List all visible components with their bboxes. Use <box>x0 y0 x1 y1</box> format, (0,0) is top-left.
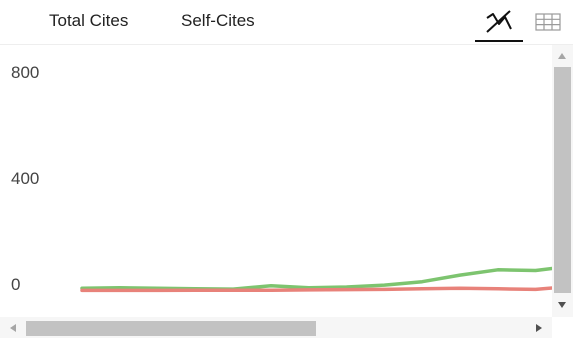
chart-plot-area: 0 400 800 1999 2001 2003 2005 2007 2009 2011 <box>0 45 552 317</box>
chart-view-button[interactable] <box>475 4 523 42</box>
legend-total-cites[interactable]: Total Cites <box>49 11 129 30</box>
x-tick-label: 2003 <box>214 314 252 317</box>
x-tick-label: 2009 <box>441 314 479 317</box>
vertical-scrollbar[interactable] <box>552 45 573 317</box>
scroll-down-arrow-icon[interactable] <box>558 302 566 308</box>
scroll-up-arrow-icon[interactable] <box>558 53 566 59</box>
legend-self-cites[interactable]: Self-Cites <box>181 11 255 30</box>
series-line-total-cites[interactable] <box>80 266 552 291</box>
y-tick-label: 800 <box>11 63 39 82</box>
scroll-right-arrow-icon[interactable] <box>536 324 542 332</box>
x-tick-label: 2005 <box>290 314 328 317</box>
scrollbar-corner <box>552 317 573 338</box>
chart-header: Total Cites Self-Cites <box>0 0 573 45</box>
vertical-scroll-thumb[interactable] <box>554 67 571 293</box>
x-tick-label: 1999 <box>63 314 101 317</box>
series-line-self-cites[interactable] <box>80 286 552 293</box>
horizontal-scrollbar[interactable] <box>0 317 552 338</box>
y-tick-label: 0 <box>11 275 20 294</box>
horizontal-scroll-thumb[interactable] <box>26 321 316 336</box>
table-grid-icon <box>535 13 561 31</box>
x-tick-label: 2007 <box>365 314 403 317</box>
scroll-left-arrow-icon[interactable] <box>10 324 16 332</box>
table-view-button[interactable] <box>524 4 572 40</box>
x-tick-label: 2001 <box>139 314 177 317</box>
line-chart: 0 400 800 1999 2001 2003 2005 2007 2009 2011 <box>11 63 552 317</box>
y-tick-label: 400 <box>11 169 39 188</box>
line-chart-icon <box>486 10 512 33</box>
x-tick-label: 2011 <box>517 314 552 317</box>
